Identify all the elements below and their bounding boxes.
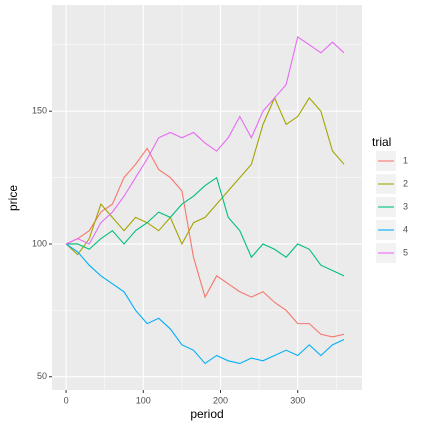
legend-label: 2	[403, 178, 408, 188]
x-tick-label: 0	[64, 395, 69, 405]
legend-title: trial	[372, 135, 391, 149]
series-line	[65, 96, 345, 256]
series-line	[65, 35, 345, 245]
x-tick-label: 100	[136, 395, 151, 405]
x-tick-label: 300	[290, 395, 305, 405]
legend: 1 2 3 4 5	[376, 151, 408, 263]
legend-label: 3	[403, 201, 408, 211]
x-axis-title: period	[190, 407, 223, 421]
y-tick-label: 150	[32, 106, 47, 116]
x-tick-label: 200	[213, 395, 228, 405]
panel	[52, 5, 362, 390]
y-tick-label: 100	[32, 238, 47, 248]
legend-label: 4	[403, 224, 408, 234]
grid	[52, 5, 362, 390]
y-tick-label: 50	[37, 371, 47, 381]
series-line	[65, 243, 345, 365]
series-line	[65, 147, 345, 338]
axes: 50 100 150 0 100 200 300	[32, 106, 305, 406]
legend-label: 1	[403, 155, 408, 165]
y-axis-title: price	[6, 185, 20, 211]
lines	[65, 35, 345, 365]
legend-label: 5	[403, 247, 408, 257]
series-line	[66, 176, 345, 277]
